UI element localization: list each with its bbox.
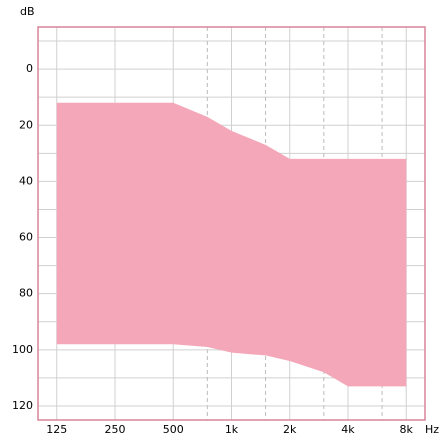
x-tick-label: 125 xyxy=(46,423,67,436)
x-tick-label: 4k xyxy=(341,423,355,436)
y-axis-label: dB xyxy=(20,5,35,18)
y-tick-label: 40 xyxy=(19,174,33,187)
y-tick-label: 20 xyxy=(19,118,33,131)
range-band xyxy=(56,102,407,387)
y-tick-label: 0 xyxy=(26,62,33,75)
x-tick-label: 1k xyxy=(225,423,239,436)
x-axis-label: Hz xyxy=(425,423,439,436)
x-tick-label: 8k xyxy=(400,423,414,436)
y-tick-label: 120 xyxy=(12,399,33,412)
x-tick-label: 2k xyxy=(283,423,297,436)
x-tick-label: 500 xyxy=(163,423,184,436)
y-tick-label: 100 xyxy=(12,343,33,356)
y-tick-label: 80 xyxy=(19,287,33,300)
x-tick-label: 250 xyxy=(105,423,126,436)
plot-frame xyxy=(37,26,426,421)
y-tick-label: 60 xyxy=(19,231,33,244)
